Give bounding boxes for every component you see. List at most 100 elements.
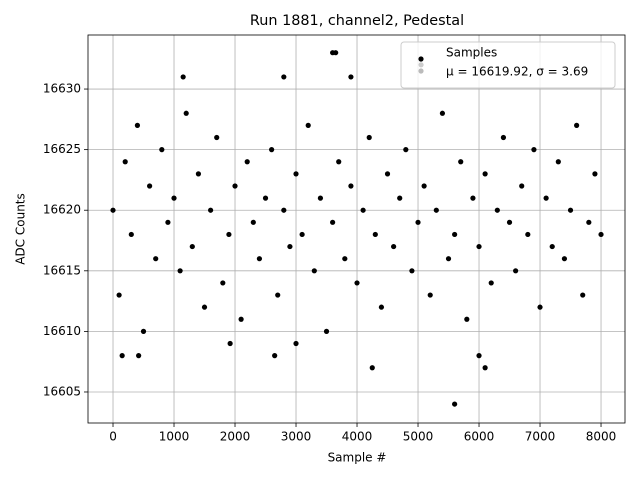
scatter-point [348, 74, 354, 80]
scatter-point [580, 292, 586, 298]
scatter-point [171, 195, 177, 201]
scatter-point [525, 231, 531, 238]
scatter-point [333, 50, 339, 56]
scatter-point [311, 268, 317, 274]
legend-label: Samples [446, 46, 497, 60]
scatter-point [305, 122, 311, 128]
scatter-point [369, 365, 375, 371]
scatter-point [506, 219, 513, 225]
scatter-point [281, 74, 287, 80]
scatter-point [272, 353, 278, 359]
scatter-point [250, 219, 256, 225]
scatter-point [452, 401, 458, 407]
scatter-point [366, 134, 372, 141]
scatter-point [458, 159, 464, 165]
chart-title: Run 1881, channel2, Pedestal [250, 13, 464, 29]
x-tick-label: 6000 [464, 430, 495, 444]
scatter-point [116, 292, 122, 298]
scatter-point [537, 304, 543, 310]
x-tick-label: 4000 [342, 430, 373, 444]
scatter-point [531, 147, 537, 153]
scatter-point [513, 268, 519, 274]
scatter-point [208, 207, 214, 213]
y-tick-label: 16605 [43, 384, 81, 398]
legend-box [400, 41, 616, 89]
scatter-point [177, 268, 183, 274]
scatter-point [476, 243, 482, 250]
scatter-point [293, 171, 299, 177]
scatter-point [561, 256, 568, 262]
scatter-point [421, 183, 427, 189]
scatter-point [214, 134, 220, 141]
scatter-point [128, 231, 134, 238]
scatter-point [136, 353, 142, 359]
scatter-point [482, 171, 488, 177]
scatter-point [403, 147, 409, 153]
scatter-point [500, 134, 507, 141]
x-tick-label: 8000 [586, 430, 617, 444]
scatter-point [323, 328, 330, 334]
y-tick-label: 16630 [43, 82, 81, 96]
scatter-point [317, 195, 324, 201]
scatter-point [281, 207, 287, 213]
scatter-point [336, 159, 342, 165]
scatter-point [464, 316, 470, 322]
scatter-point [567, 207, 574, 213]
scatter-point [201, 304, 208, 310]
x-axis-label: Sample # [328, 451, 387, 465]
scatter-point [415, 219, 421, 225]
scatter-point [293, 340, 299, 347]
scatter-point [195, 171, 202, 177]
plot-frame [87, 34, 626, 424]
scatter-point [574, 122, 580, 128]
scatter-point [378, 304, 385, 310]
scatter-point [189, 243, 195, 250]
scatter-point [159, 147, 165, 153]
scatter-point [134, 122, 141, 128]
x-tick-label: 3000 [281, 430, 312, 444]
scatter-point [110, 207, 116, 213]
scatter-point [183, 110, 189, 116]
legend-stats: μ = 16619.92, σ = 3.69 [446, 65, 588, 79]
scatter-point [256, 256, 263, 262]
scatter-point [452, 231, 458, 238]
scatter-point [592, 171, 598, 177]
legend: Samples μ = 16619.92, σ = 3.69 [400, 41, 616, 89]
scatter-point [549, 243, 555, 250]
scatter-point [488, 280, 494, 286]
scatter-point [360, 207, 366, 213]
scatter-point [433, 207, 439, 213]
scatter-point [180, 74, 186, 80]
x-tick-label: 7000 [525, 430, 556, 444]
scatter-point [275, 292, 281, 298]
x-tick-label: 2000 [220, 430, 251, 444]
scatter-point [342, 256, 348, 262]
scatter-point [262, 195, 269, 201]
y-tick-label: 16610 [43, 324, 81, 338]
scatter-point [439, 110, 446, 116]
scatter-point [226, 231, 232, 238]
scatter-point [427, 292, 433, 298]
legend-marker [418, 56, 424, 62]
scatter-point [372, 231, 378, 238]
scatter-point [348, 183, 354, 189]
scatter-point [384, 171, 391, 177]
legend-marker [418, 68, 424, 74]
scatter-point [409, 268, 415, 274]
scatter-point [140, 328, 147, 334]
scatter-point [391, 243, 397, 250]
scatter-point [122, 159, 128, 165]
scatter-point [244, 159, 250, 165]
scatter-point [165, 219, 171, 225]
scatter-point [543, 195, 549, 201]
x-tick-label: 0 [109, 430, 117, 444]
x-tick-label: 1000 [159, 430, 190, 444]
scatter-point [287, 243, 293, 250]
scatter-point [232, 183, 238, 189]
y-axis-label: ADC Counts [14, 193, 28, 265]
scatter-point [598, 231, 604, 238]
scatter-point [238, 316, 244, 322]
scatter-point [330, 219, 336, 225]
scatter-point [519, 183, 525, 189]
